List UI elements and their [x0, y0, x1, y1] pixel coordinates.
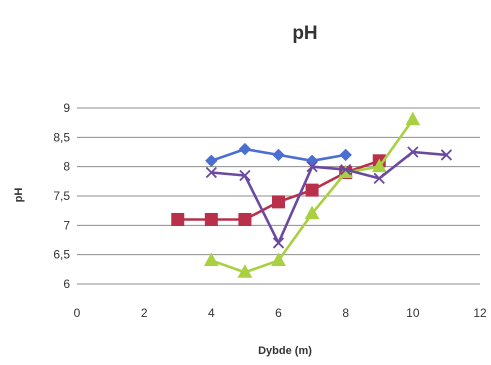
data-point [272, 148, 285, 162]
data-point [204, 212, 218, 226]
series-3 [203, 111, 421, 278]
data-point [238, 142, 252, 156]
series-1 [205, 142, 352, 168]
x-axis-label: Dybde (m) [258, 345, 312, 357]
data-point [239, 169, 251, 182]
data-point [237, 264, 253, 278]
data-point [272, 237, 285, 249]
y-tick-label: 9 [63, 101, 70, 115]
x-axis-ticks: 0 2 4 6 8 10 12 [74, 306, 487, 320]
series-layer [171, 111, 453, 278]
data-point [440, 149, 453, 161]
data-point [171, 212, 185, 226]
y-tick-label: 8 [63, 160, 70, 174]
data-point [405, 111, 421, 126]
data-point [272, 195, 285, 209]
x-tick-label: 0 [74, 306, 81, 320]
data-point [371, 158, 387, 173]
series-2 [171, 154, 386, 226]
data-point [305, 154, 319, 168]
data-point [238, 212, 252, 226]
data-point [304, 205, 320, 220]
x-tick-label: 10 [406, 306, 420, 320]
data-point [306, 161, 318, 173]
data-point [373, 172, 385, 185]
y-axis-label: pH [13, 188, 25, 203]
y-tick-label: 6,5 [53, 248, 70, 262]
x-tick-label: 8 [342, 306, 349, 320]
data-point [407, 146, 419, 158]
data-point [271, 252, 286, 267]
x-tick-label: 4 [208, 306, 215, 320]
y-tick-label: 7,5 [53, 189, 70, 203]
y-tick-label: 8,5 [53, 130, 70, 144]
x-tick-label: 12 [473, 306, 487, 320]
x-tick-label: 6 [275, 306, 282, 320]
chart-title: pH [292, 23, 317, 44]
data-point [205, 166, 217, 179]
data-point [339, 148, 352, 162]
y-tick-label: 6 [63, 277, 70, 291]
x-tick-label: 2 [141, 306, 148, 320]
data-point [305, 183, 319, 197]
gridlines [77, 107, 480, 285]
data-point [205, 154, 218, 168]
y-axis-ticks: 6 6,5 7 7,5 8 8,5 9 [53, 101, 70, 291]
data-point [203, 252, 219, 267]
series-line [211, 150, 447, 245]
series-4 [205, 146, 453, 249]
y-tick-label: 7 [63, 218, 70, 232]
data-point [340, 163, 352, 176]
